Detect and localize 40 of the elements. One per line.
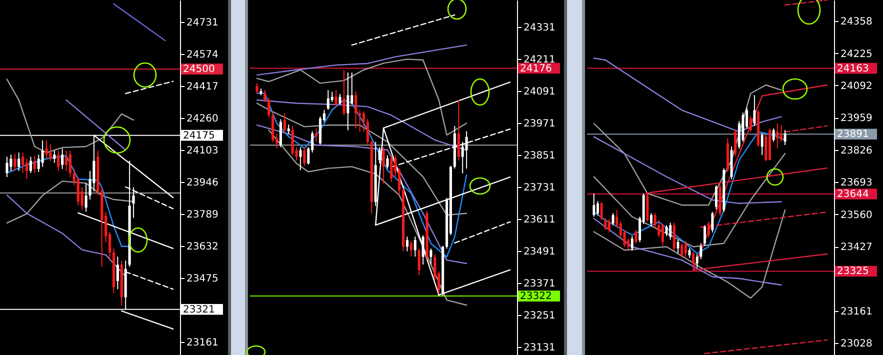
y-tick-label: 23971 bbox=[524, 118, 556, 130]
y-tick-label: 24358 bbox=[840, 16, 872, 28]
y-tick-label: 23028 bbox=[840, 338, 872, 350]
y-tick-label: 23731 bbox=[524, 182, 556, 194]
ref-line-label: 23321 bbox=[183, 304, 215, 316]
y-tick-label: 23959 bbox=[840, 113, 872, 124]
ref-line-label: 23891 bbox=[837, 129, 869, 140]
y-tick-label: 23826 bbox=[840, 145, 872, 156]
y-tick-label: 23371 bbox=[524, 278, 556, 290]
ref-line-label: 23325 bbox=[837, 266, 869, 278]
y-tick-label: 24092 bbox=[840, 80, 872, 92]
y-tick-label: 23427 bbox=[840, 242, 872, 254]
ref-line-label: 23644 bbox=[837, 188, 869, 200]
y-tick-label: 23161 bbox=[186, 337, 218, 348]
ref-line-label: 24500 bbox=[183, 64, 215, 76]
y-tick-label: 23491 bbox=[524, 246, 556, 258]
y-tick-label: 23611 bbox=[524, 214, 556, 226]
y-tick-label: 24103 bbox=[186, 145, 218, 156]
y-tick-label: 24211 bbox=[524, 54, 556, 66]
y-tick-label: 24331 bbox=[524, 22, 556, 34]
ref-line-label: 24175 bbox=[183, 130, 215, 142]
y-tick-label: 24260 bbox=[186, 113, 218, 124]
ref-line-label: 24176 bbox=[520, 63, 552, 74]
y-tick-label: 24574 bbox=[186, 50, 218, 61]
ref-line-label: 23322 bbox=[520, 291, 552, 302]
y-tick-label: 23632 bbox=[186, 241, 218, 252]
y-tick-label: 24731 bbox=[186, 18, 218, 29]
y-tick-label: 23946 bbox=[186, 177, 218, 188]
y-tick-label: 23851 bbox=[524, 150, 556, 162]
y-tick-label: 23560 bbox=[840, 210, 872, 221]
y-tick-label: 23475 bbox=[186, 273, 218, 284]
y-tick-label: 23789 bbox=[186, 209, 218, 220]
y-tick-label: 23693 bbox=[840, 178, 872, 189]
y-tick-label: 24417 bbox=[186, 82, 218, 92]
y-tick-label: 23131 bbox=[524, 342, 556, 354]
ref-line-label: 24163 bbox=[837, 63, 869, 74]
y-tick-label: 24091 bbox=[524, 86, 556, 98]
y-tick-label: 23251 bbox=[524, 310, 556, 322]
y-tick-label: 24225 bbox=[840, 48, 872, 60]
y-tick-label: 23161 bbox=[840, 306, 872, 318]
